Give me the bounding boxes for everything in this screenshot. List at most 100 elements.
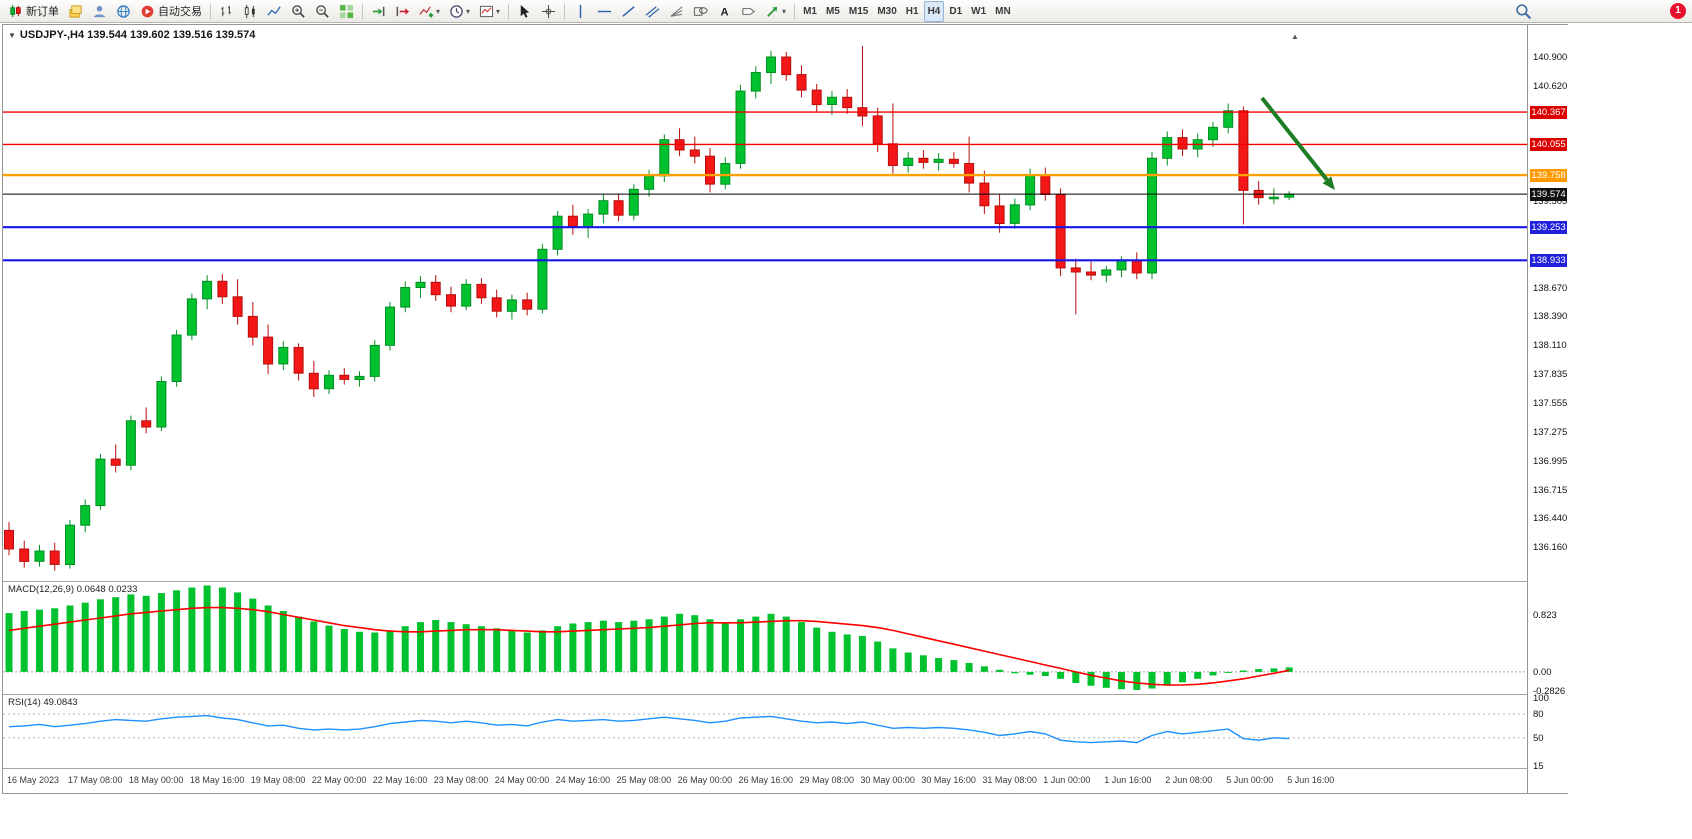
profiles-button[interactable]: [64, 1, 87, 22]
horizontal-line-button[interactable]: [593, 1, 616, 22]
time-axis-label: 31 May 08:00: [982, 775, 1037, 785]
bear-candle: [308, 372, 319, 390]
bull-candle: [34, 550, 45, 562]
macd-histogram-bar: [51, 608, 59, 672]
chart-candles-button[interactable]: [239, 1, 262, 22]
vertical-line-button[interactable]: [569, 1, 592, 22]
bull-candle: [1101, 269, 1112, 276]
crosshair-button[interactable]: [537, 1, 560, 22]
bear-candle: [964, 163, 975, 184]
timeframe-m30-button[interactable]: M30: [873, 1, 900, 22]
bear-candle: [567, 215, 578, 227]
rsi-label: RSI(14) 49.0843: [8, 697, 78, 708]
macd-histogram-bar: [96, 599, 104, 672]
fibonacci-button[interactable]: [665, 1, 688, 22]
time-axis-label: 25 May 08:00: [616, 775, 672, 785]
text-button[interactable]: A: [713, 1, 736, 22]
new-order-icon: [8, 4, 23, 19]
dropdown-caret-icon[interactable]: ▾: [436, 6, 441, 16]
timeframe-h1-button[interactable]: H1: [902, 1, 923, 22]
timeframe-m15-button-label: M15: [848, 5, 869, 17]
dropdown-caret-icon[interactable]: ▾: [782, 6, 787, 16]
timeframe-m5-button[interactable]: M5: [822, 1, 844, 22]
time-axis-label: 23 May 08:00: [433, 775, 489, 785]
market-watch-button[interactable]: [88, 1, 111, 22]
indicators-button[interactable]: ▾: [415, 1, 444, 22]
macd-histogram-bar: [264, 605, 272, 672]
bull-candle: [354, 375, 365, 380]
timeframe-w1-button[interactable]: W1: [967, 1, 990, 22]
price-axis[interactable]: 140.900 140.620 139.505 138.670 138.390 138.1…: [1527, 25, 1569, 793]
timeframe-h4-button[interactable]: H4: [923, 0, 945, 22]
zoom-out-button[interactable]: [311, 1, 334, 22]
collapse-subwindow-icon[interactable]: [8, 29, 20, 41]
macd-histogram-bar: [1270, 668, 1278, 672]
candlestick-chart[interactable]: [3, 25, 1527, 581]
arrows-button[interactable]: ▾: [761, 1, 790, 22]
macd-histogram-bar: [874, 641, 882, 672]
rsi-chart[interactable]: [3, 695, 1527, 768]
toolbar-separator: [564, 3, 566, 19]
macd-histogram-bar: [386, 630, 394, 672]
macd-histogram-bar: [203, 585, 211, 672]
time-axis-label: 17 May 08:00: [68, 775, 123, 785]
bear-candle: [887, 143, 898, 167]
search-icon[interactable]: [1515, 3, 1532, 20]
tile-windows-button[interactable]: [335, 1, 358, 22]
cursor-button[interactable]: [513, 1, 536, 22]
macd-histogram-bar: [371, 632, 379, 672]
macd-histogram-bar: [218, 587, 226, 672]
timeframe-h4-button-label: H4: [927, 5, 941, 17]
dropdown-caret-icon[interactable]: ▾: [466, 6, 471, 16]
auto-scroll-button[interactable]: [367, 1, 390, 22]
macd-histogram-bar: [325, 625, 333, 672]
macd-histogram-bar: [1026, 671, 1034, 675]
new-order-button[interactable]: 新订单: [4, 1, 63, 22]
chart-bars-button[interactable]: [215, 1, 238, 22]
macd-histogram-bar: [919, 655, 927, 672]
bull-candle: [125, 420, 136, 466]
macd-histogram-bar: [889, 648, 897, 672]
macd-chart[interactable]: [3, 582, 1527, 694]
zoom-in-button[interactable]: [287, 1, 310, 22]
channel-button[interactable]: [641, 1, 664, 22]
bull-candle: [766, 56, 776, 73]
time-axis[interactable]: 16 May 2023 17 May 08:00 18 May 00:00 18 Ma…: [3, 769, 1527, 793]
macd-histogram-bar: [356, 631, 363, 672]
line-chart-icon: [267, 4, 282, 19]
panel-separator[interactable]: [3, 581, 1568, 582]
time-axis-label: 18 May 16:00: [189, 775, 245, 785]
timeframe-m15-button[interactable]: M15: [845, 1, 872, 22]
bear-candle: [1055, 194, 1066, 269]
timeframe-mn-button[interactable]: MN: [991, 1, 1015, 22]
support-line-1-price-tag: 139.253: [1530, 220, 1567, 234]
periods-button[interactable]: ▾: [445, 1, 474, 22]
autotrade-icon: [140, 4, 155, 19]
chart-shift-button[interactable]: [391, 1, 414, 22]
community-button[interactable]: [112, 1, 135, 22]
timeframe-d1-button[interactable]: D1: [945, 1, 966, 22]
notifications-badge[interactable]: 1: [1670, 3, 1686, 19]
rsi-axis-label: 15: [1533, 760, 1544, 772]
macd-histogram-bar: [752, 616, 760, 672]
panel-separator[interactable]: [3, 768, 1568, 769]
chart-line-button[interactable]: [263, 1, 286, 22]
rsi-axis-label: 80: [1533, 709, 1544, 720]
trend-arrow[interactable]: [1260, 96, 1329, 182]
templates-button[interactable]: ▾: [475, 1, 504, 22]
timeframe-m1-button[interactable]: M1: [799, 1, 821, 22]
trendline-button[interactable]: [617, 1, 640, 22]
panel-separator[interactable]: [3, 694, 1568, 695]
bear-candle: [110, 458, 121, 466]
price-axis-label: 137.555: [1533, 397, 1568, 409]
shapes-button[interactable]: [689, 1, 712, 22]
autotrade-button[interactable]: 自动交易: [136, 1, 206, 22]
label-button[interactable]: [737, 1, 760, 22]
macd-histogram-bar: [691, 615, 699, 672]
time-axis-label: 22 May 16:00: [372, 775, 428, 785]
macd-histogram-bar: [660, 616, 668, 672]
bear-candle: [811, 89, 822, 106]
dropdown-caret-icon[interactable]: ▾: [496, 6, 501, 16]
main-toolbar: 新订单 自动交易 ▾ ▾ ▾ A ▾ M1 M5 M15 M30 H1 H4 D1 W1 MN: [0, 0, 1692, 23]
macd-histogram-bar: [279, 611, 287, 672]
